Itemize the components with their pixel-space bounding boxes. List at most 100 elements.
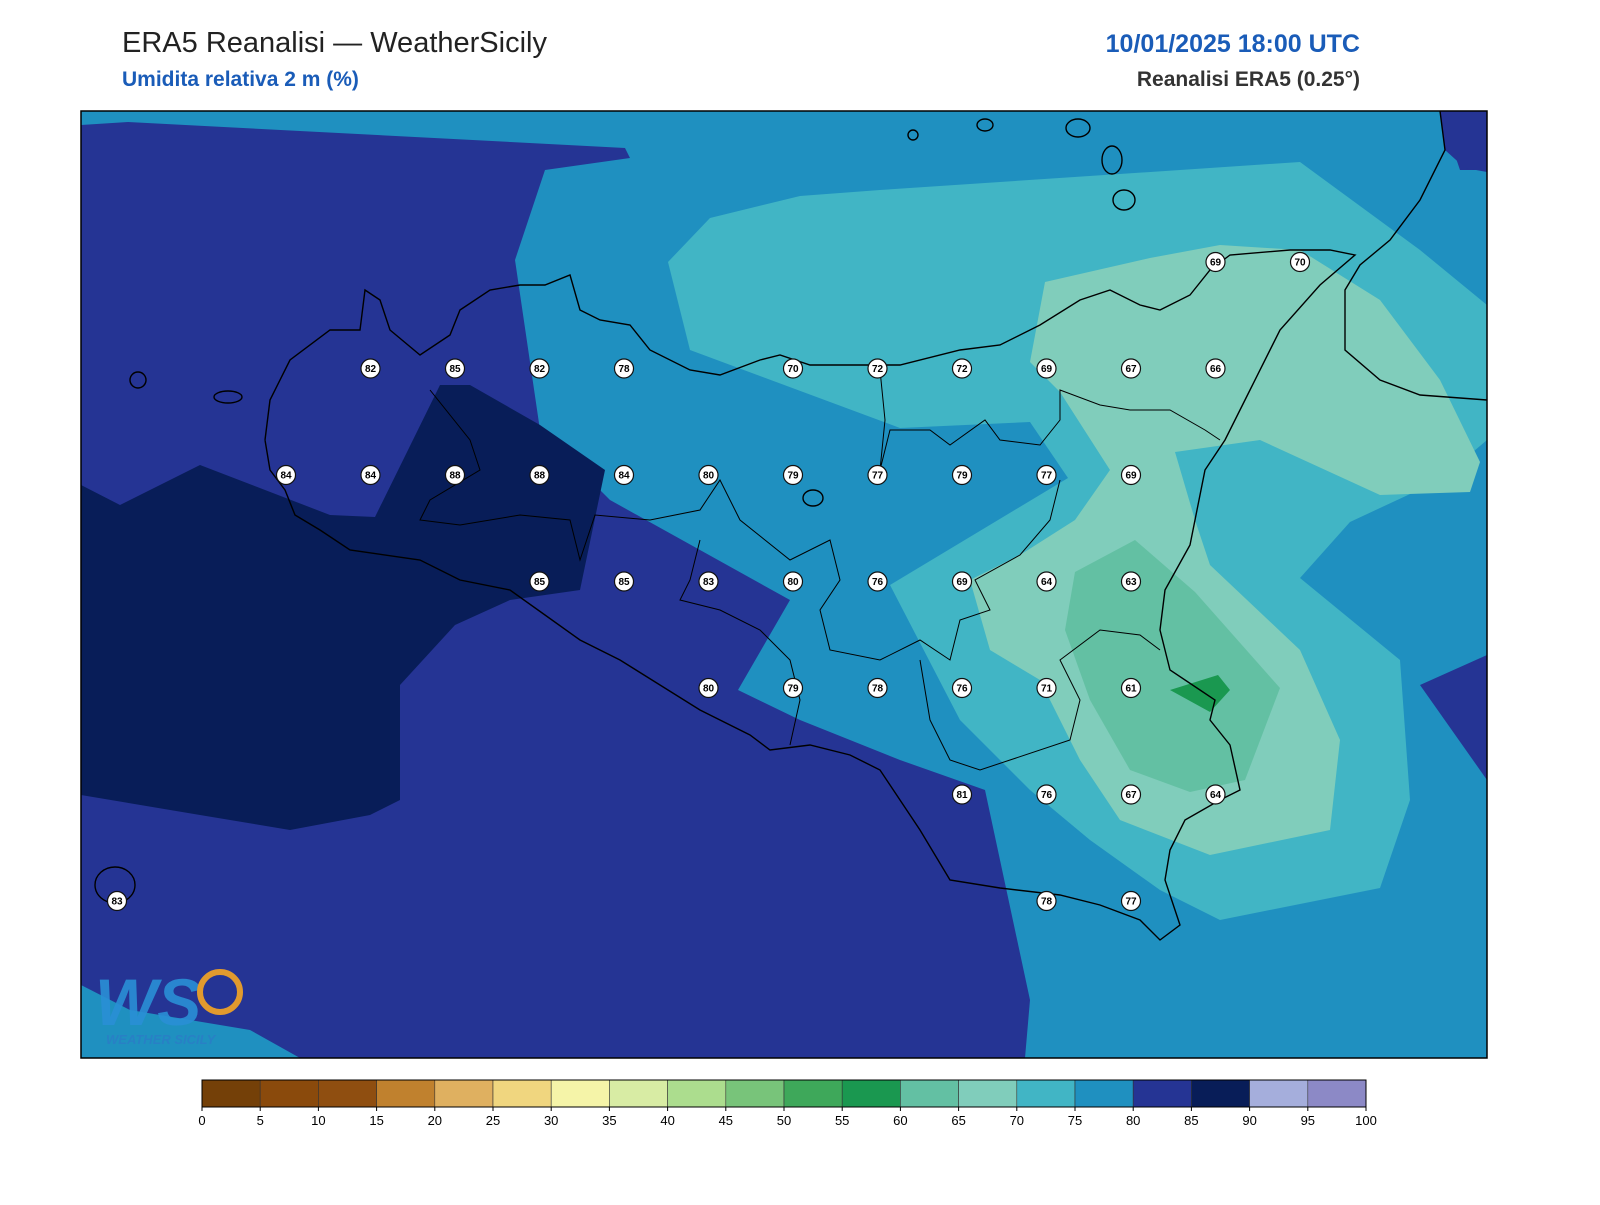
station-value: 63 bbox=[1125, 577, 1137, 588]
logo-name: WEATHER SICILY bbox=[106, 1032, 217, 1047]
colorbar-tick-label: 55 bbox=[835, 1113, 849, 1128]
island bbox=[1065, 118, 1091, 138]
station-marker bbox=[1036, 677, 1057, 699]
station-value: 69 bbox=[956, 577, 968, 588]
colorbar-tick-label: 20 bbox=[428, 1113, 442, 1128]
colorbar-swatch bbox=[1074, 1079, 1134, 1108]
colorbar-tick-label: 10 bbox=[311, 1113, 325, 1128]
station-value: 85 bbox=[618, 577, 630, 588]
station-value: 69 bbox=[1041, 364, 1053, 375]
coastline bbox=[1344, 111, 1487, 401]
station-marker bbox=[1036, 784, 1057, 805]
colorbar-swatch bbox=[550, 1079, 610, 1108]
station-marker bbox=[1120, 571, 1142, 592]
contour-fill bbox=[1065, 540, 1280, 792]
station-value: 84 bbox=[365, 471, 377, 482]
station-marker bbox=[1036, 358, 1057, 379]
colorbar-tick-label: 60 bbox=[893, 1113, 907, 1128]
colorbar-tick-label: 0 bbox=[198, 1113, 205, 1128]
station-marker bbox=[275, 464, 297, 486]
subtitle: Umidita relativa 2 m (%) bbox=[122, 68, 359, 91]
colorbar-swatch bbox=[609, 1079, 668, 1108]
station-value: 81 bbox=[956, 790, 968, 801]
island bbox=[1112, 189, 1136, 211]
station-marker bbox=[951, 464, 973, 486]
station-marker bbox=[529, 464, 550, 486]
station-marker bbox=[782, 464, 804, 486]
colorbar-swatch bbox=[492, 1079, 552, 1108]
station-marker bbox=[360, 464, 381, 486]
colorbar-tick-label: 75 bbox=[1068, 1113, 1082, 1128]
boundary bbox=[879, 369, 1221, 471]
station-marker bbox=[613, 464, 635, 486]
station-value: 61 bbox=[1125, 684, 1137, 695]
map-frame bbox=[80, 110, 1488, 1059]
station-marker bbox=[1120, 677, 1142, 699]
station-value: 76 bbox=[1041, 790, 1053, 801]
colorbar-swatch bbox=[1132, 1079, 1192, 1108]
station-value: 77 bbox=[1125, 897, 1137, 908]
station-value: 79 bbox=[787, 471, 799, 482]
station-value: 83 bbox=[111, 897, 123, 908]
station-marker bbox=[951, 358, 973, 379]
colorbar-tick-label: 90 bbox=[1242, 1113, 1256, 1128]
colorbar-tick-label: 15 bbox=[369, 1113, 383, 1128]
station-value: 72 bbox=[956, 364, 968, 375]
colorbar-swatch bbox=[1016, 1079, 1076, 1108]
logo-sun bbox=[197, 969, 243, 1015]
colorbar-tick-label: 45 bbox=[719, 1113, 733, 1128]
station-value: 80 bbox=[703, 471, 715, 482]
colorbar-swatch bbox=[841, 1079, 901, 1108]
logo-letters: WS bbox=[95, 965, 201, 1039]
colorbar-swatch bbox=[201, 1079, 261, 1108]
colorbar-swatch bbox=[783, 1079, 843, 1108]
station-value: 70 bbox=[787, 364, 799, 375]
colorbar-tick-label: 70 bbox=[1010, 1113, 1024, 1128]
station-marker bbox=[1120, 890, 1142, 912]
station-marker bbox=[782, 571, 804, 592]
station-marker bbox=[360, 358, 381, 379]
colorbar-tick-label: 35 bbox=[602, 1113, 616, 1128]
island bbox=[976, 118, 994, 132]
contour-fill bbox=[81, 985, 300, 1058]
station-value: 80 bbox=[703, 684, 715, 695]
station-value: 64 bbox=[1210, 790, 1222, 801]
boundary bbox=[419, 389, 1061, 661]
station-value: 70 bbox=[1294, 258, 1306, 269]
stations: 69 70 82 85 82 78 70 72 72 69 67 66 84 84 88 88 84 80 79 77… bbox=[106, 251, 1311, 912]
colorbar-tick-label: 80 bbox=[1126, 1113, 1140, 1128]
colorbar-swatch bbox=[318, 1079, 377, 1108]
station-value: 69 bbox=[1210, 258, 1222, 269]
colorbar-tick-label: 50 bbox=[777, 1113, 791, 1128]
station-value: 76 bbox=[956, 684, 968, 695]
station-marker bbox=[867, 358, 888, 379]
station-marker bbox=[444, 464, 466, 486]
station-marker bbox=[867, 571, 888, 592]
contour-fill bbox=[81, 385, 605, 830]
colorbar-frame bbox=[201, 1079, 1367, 1108]
station-marker bbox=[698, 677, 719, 699]
station-value: 77 bbox=[872, 471, 884, 482]
colorbar-swatch bbox=[958, 1079, 1018, 1108]
station-value: 76 bbox=[872, 577, 884, 588]
logo: WS WEATHER SICILY bbox=[95, 965, 243, 1047]
station-value: 77 bbox=[1041, 471, 1053, 482]
coastline bbox=[264, 249, 1357, 941]
colorbar-tick-label: 30 bbox=[544, 1113, 558, 1128]
datetime: 10/01/2025 18:00 UTC bbox=[1106, 30, 1360, 58]
station-value: 88 bbox=[534, 471, 546, 482]
station-value: 78 bbox=[872, 684, 884, 695]
colorbar-tick-label: 5 bbox=[257, 1113, 264, 1128]
colorbar-swatch bbox=[1191, 1079, 1250, 1108]
station-value: 78 bbox=[618, 364, 630, 375]
contour-fill bbox=[1440, 111, 1487, 172]
station-value: 71 bbox=[1041, 684, 1053, 695]
colorbar-tick-label: 65 bbox=[951, 1113, 965, 1128]
station-marker bbox=[951, 571, 973, 592]
station-value: 85 bbox=[534, 577, 546, 588]
station-marker bbox=[444, 358, 466, 379]
station-value: 79 bbox=[956, 471, 968, 482]
colorbar-tick-label: 40 bbox=[660, 1113, 674, 1128]
